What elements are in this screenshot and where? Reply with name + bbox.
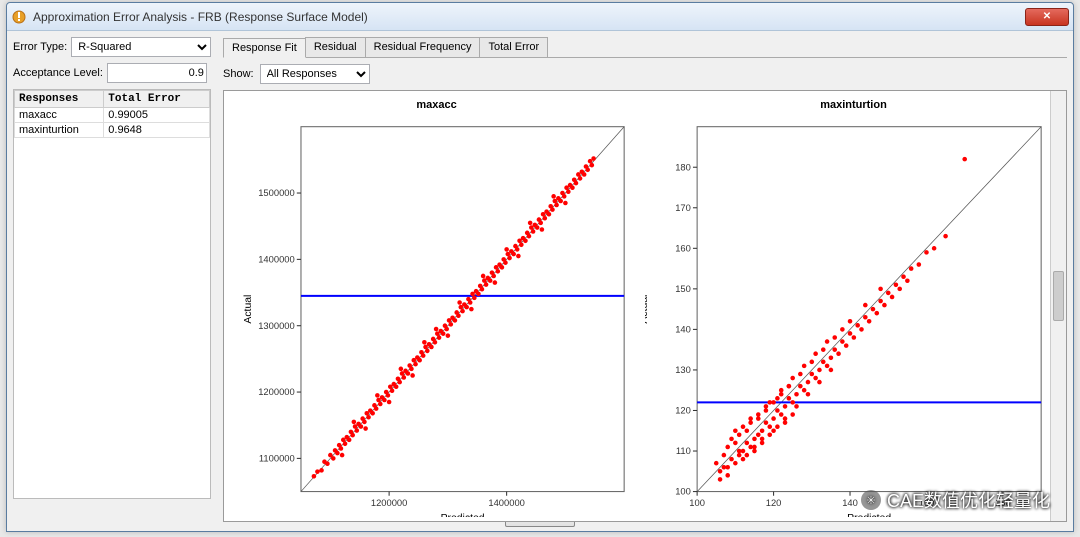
svg-text:1300000: 1300000 bbox=[258, 321, 295, 331]
svg-text:1200000: 1200000 bbox=[258, 387, 295, 397]
scrollbar-thumb[interactable] bbox=[1053, 271, 1064, 321]
svg-text:150: 150 bbox=[675, 284, 691, 294]
svg-text:1100000: 1100000 bbox=[259, 454, 295, 464]
tab-total-error[interactable]: Total Error bbox=[479, 37, 548, 57]
table-row[interactable]: maxinturtion0.9648 bbox=[15, 123, 210, 138]
show-label: Show: bbox=[223, 68, 254, 80]
show-select[interactable]: All Responses bbox=[260, 64, 370, 84]
svg-text:Actual: Actual bbox=[243, 295, 254, 324]
svg-text:120: 120 bbox=[766, 498, 782, 508]
responses-table: Responses Total Error maxacc0.99005maxin… bbox=[13, 89, 211, 499]
tabs: Response Fit Residual Residual Frequency… bbox=[223, 37, 1067, 58]
window-close-button[interactable]: ✕ bbox=[1025, 8, 1069, 26]
svg-text:180: 180 bbox=[675, 162, 691, 172]
svg-text:110: 110 bbox=[676, 446, 691, 456]
watermark-icon: ✳ bbox=[861, 490, 881, 510]
plot-scrollbar[interactable] bbox=[1050, 91, 1066, 521]
acceptance-input[interactable] bbox=[107, 63, 207, 83]
tab-residual[interactable]: Residual bbox=[305, 37, 366, 57]
cell-error: 0.9648 bbox=[104, 123, 210, 138]
svg-text:160: 160 bbox=[675, 243, 691, 253]
svg-text:1200000: 1200000 bbox=[371, 498, 408, 508]
svg-text:130: 130 bbox=[675, 365, 691, 375]
svg-text:1400000: 1400000 bbox=[488, 498, 525, 508]
watermark-text: CAE数值优化轻量化 bbox=[887, 487, 1050, 513]
svg-text:140: 140 bbox=[675, 325, 691, 335]
tab-residual-frequency[interactable]: Residual Frequency bbox=[365, 37, 481, 57]
svg-text:170: 170 bbox=[675, 203, 691, 213]
cell-name: maxacc bbox=[15, 108, 104, 123]
svg-text:100: 100 bbox=[675, 487, 691, 497]
cell-name: maxinturtion bbox=[15, 123, 104, 138]
window: Approximation Error Analysis - FRB (Resp… bbox=[6, 2, 1074, 532]
window-title: Approximation Error Analysis - FRB (Resp… bbox=[33, 10, 1025, 24]
col-responses: Responses bbox=[15, 91, 104, 108]
svg-text:140: 140 bbox=[842, 498, 858, 508]
watermark: ✳ CAE数值优化轻量化 bbox=[861, 487, 1050, 513]
plot-maxinturtion: maxinturtion 100 120 140 160 180 100 110 120 130… bbox=[645, 95, 1062, 517]
plot-title-1: maxacc bbox=[228, 99, 645, 111]
col-total-error: Total Error bbox=[104, 91, 210, 108]
svg-text:Actual: Actual bbox=[645, 295, 650, 324]
left-panel: Error Type: R-Squared Acceptance Level: … bbox=[7, 31, 217, 501]
svg-text:100: 100 bbox=[689, 498, 705, 508]
app-icon bbox=[11, 9, 27, 25]
right-panel: Response Fit Residual Residual Frequency… bbox=[217, 31, 1073, 501]
error-type-label: Error Type: bbox=[13, 41, 67, 53]
tab-response-fit[interactable]: Response Fit bbox=[223, 38, 306, 58]
svg-text:1400000: 1400000 bbox=[258, 254, 295, 264]
plot-area: maxacc 1200000 1400000 1100000 1200000 13000… bbox=[223, 90, 1067, 522]
cell-error: 0.99005 bbox=[104, 108, 210, 123]
acceptance-label: Acceptance Level: bbox=[13, 67, 103, 79]
svg-text:1500000: 1500000 bbox=[258, 188, 295, 198]
svg-text:Predicted: Predicted bbox=[847, 513, 891, 517]
plot-title-2: maxinturtion bbox=[645, 99, 1062, 111]
error-type-select[interactable]: R-Squared bbox=[71, 37, 211, 57]
svg-text:Predicted: Predicted bbox=[441, 513, 485, 517]
svg-text:120: 120 bbox=[675, 406, 691, 416]
plot-maxacc: maxacc 1200000 1400000 1100000 1200000 13000… bbox=[228, 95, 645, 517]
titlebar[interactable]: Approximation Error Analysis - FRB (Resp… bbox=[7, 3, 1073, 31]
table-row[interactable]: maxacc0.99005 bbox=[15, 108, 210, 123]
